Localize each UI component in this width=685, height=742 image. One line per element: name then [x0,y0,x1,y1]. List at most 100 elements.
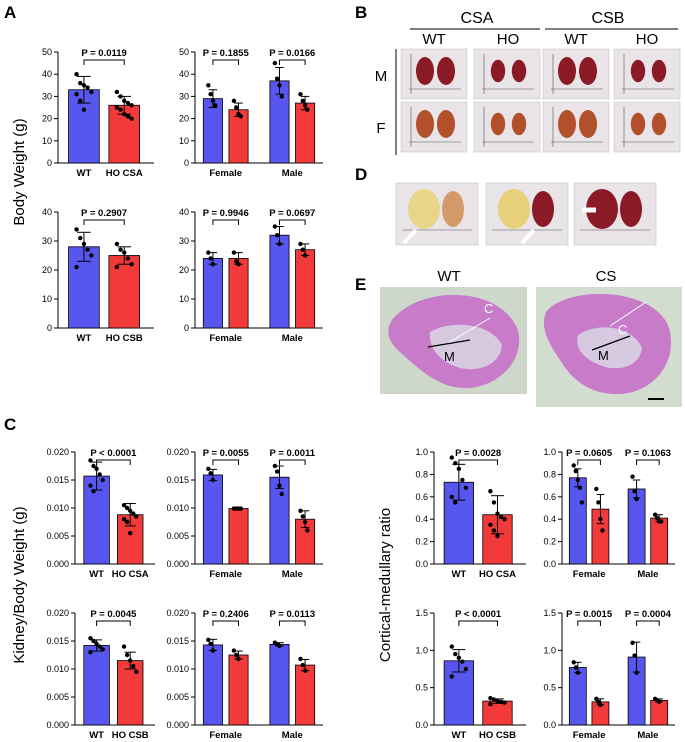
y-tick-label: 0.020 [166,447,189,457]
chart-c4: 0.000 0.005 0.010 0.015 0.020 Female Male P = 0… [166,608,323,741]
data-point [88,636,93,641]
data-point [124,505,130,511]
data-point [656,699,662,705]
y-tick-label: 1.0 [543,447,556,457]
col-label-wt-csa: WT [422,31,445,48]
kidney [558,110,576,138]
data-point [129,116,134,121]
data-point [114,241,120,247]
data-point [238,114,244,119]
data-point [121,644,127,649]
y-tick-label: 1.5 [415,608,428,618]
data-point [577,485,583,491]
kidney [586,189,618,229]
arrow-icon [520,228,536,245]
p-value-label: P = 0.1063 [625,448,671,459]
kidney [416,57,434,85]
data-point [274,233,280,238]
photo-background [542,48,610,100]
chart-c1: 0.000 0.005 0.010 0.015 0.020 WT HO CSA P < 0.0… [46,447,155,580]
y-tick-label: 30 [42,236,52,246]
x-label-female: Female [573,730,606,741]
data-point [573,468,578,474]
y-tick-label: 40 [42,69,52,79]
data-point [449,455,454,460]
bar-male-ho [295,249,316,329]
cortex-line-cs [609,301,647,327]
y-tick-label: 0.0 [543,720,556,730]
kidney-photo-0-2 [542,48,610,100]
data-point [449,674,454,679]
p-value-label: P = 0.0697 [269,208,315,219]
data-point [208,641,213,646]
y-tick-label: 0.2 [543,537,556,547]
bar-female-wt [202,257,223,329]
p-value-label: P = 0.0028 [455,448,501,459]
kidney [442,191,464,227]
x-label-male: Male [637,569,658,580]
photo-panel-b: CSA CSB WT HO WT HO M F [375,10,681,155]
data-point [652,512,658,517]
data-point [118,107,123,112]
p-value-label: P = 0.0015 [566,609,613,620]
x-label-male: Male [282,569,303,580]
data-point [502,700,507,705]
data-point [634,496,639,502]
data-point [118,94,123,99]
y-tick-label: 0.010 [46,664,69,674]
p-value-label: P = 0.0605 [566,448,613,459]
data-point [498,514,504,520]
medulla-line-wt [427,339,471,348]
data-point [460,659,465,664]
data-point [131,511,136,516]
data-point [236,262,241,267]
y-tick-label: 0.010 [46,503,69,513]
panel-label-c: C [4,415,16,434]
kidney [532,191,554,227]
bar-female-ho [228,508,249,565]
row-label-female: F [376,120,385,137]
col-label-ho-csb: HO [636,31,659,48]
p-value-label: P = 0.2406 [203,609,249,620]
data-point [91,638,96,644]
y-tick-label: 40 [42,207,52,217]
data-point [122,250,127,255]
photo-background [613,48,681,100]
data-point [128,658,133,663]
p-value-label: P = 0.0119 [81,48,127,59]
y-tick-label: 0 [184,323,189,333]
data-point [208,471,213,476]
data-point [460,477,465,483]
x-label-female: Female [573,569,606,580]
data-point [238,506,244,511]
data-point [298,508,303,513]
histo-title-cs: CS [596,268,617,285]
data-point [118,247,123,252]
data-point [94,466,99,471]
y-tick-label: 10 [42,136,52,146]
data-point [456,466,462,471]
photo-background [613,101,681,153]
medulla-label-cs: M [598,348,609,363]
kidney-photo-1-3 [613,101,681,153]
data-point [94,641,99,646]
data-point [298,241,303,247]
col-label-wt-csb: WT [564,31,587,48]
data-point [488,695,493,701]
chart-e1: 0.0 0.2 0.4 0.6 0.8 1.0 WT HO CSA P = 0.0028 [415,447,526,580]
chart-a1: 0 10 20 30 40 50 WT HO CSA P = 0.0119 [42,47,154,179]
y-tick-label: 0.000 [166,720,189,730]
data-point [206,466,211,471]
data-point [122,98,127,104]
data-point [206,637,211,643]
data-point [300,247,305,252]
data-point [81,241,87,247]
x-label-ho: HO CSB [112,730,149,741]
kidney [511,59,527,83]
kidney [579,110,597,138]
kidney [490,112,506,136]
kidney [498,189,530,229]
y-tick-label: 0.6 [543,492,556,502]
data-point [97,472,102,477]
medulla-wt [429,324,502,370]
